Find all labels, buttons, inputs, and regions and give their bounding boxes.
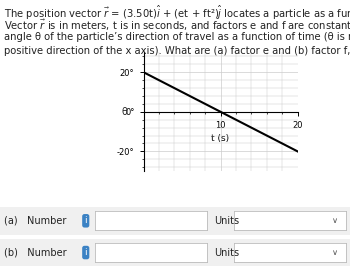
Text: Vector $\vec{r}$ is in meters, t is in seconds, and factors e and f are constant: Vector $\vec{r}$ is in meters, t is in s… xyxy=(4,18,350,34)
Text: positive direction of the x axis). What are (a) factor e and (b) factor f, inclu: positive direction of the x axis). What … xyxy=(4,46,350,55)
Text: ∨: ∨ xyxy=(332,216,338,225)
Text: angle θ of the particle’s direction of travel as a function of time (θ is measur: angle θ of the particle’s direction of t… xyxy=(4,32,350,42)
Text: θ: θ xyxy=(122,107,128,117)
Text: The position vector $\vec{r}$ = (3.50t)$\hat{i}$ + (et + ft²)$\hat{j}$ locates a: The position vector $\vec{r}$ = (3.50t)$… xyxy=(4,4,350,22)
Text: (a)   Number: (a) Number xyxy=(4,216,66,226)
Text: i: i xyxy=(84,248,87,257)
Text: (b)   Number: (b) Number xyxy=(4,248,67,258)
Text: i: i xyxy=(84,216,87,225)
Text: ∨: ∨ xyxy=(332,248,338,257)
Text: Units: Units xyxy=(214,248,239,258)
X-axis label: t (s): t (s) xyxy=(211,134,230,143)
Text: Units: Units xyxy=(214,216,239,226)
